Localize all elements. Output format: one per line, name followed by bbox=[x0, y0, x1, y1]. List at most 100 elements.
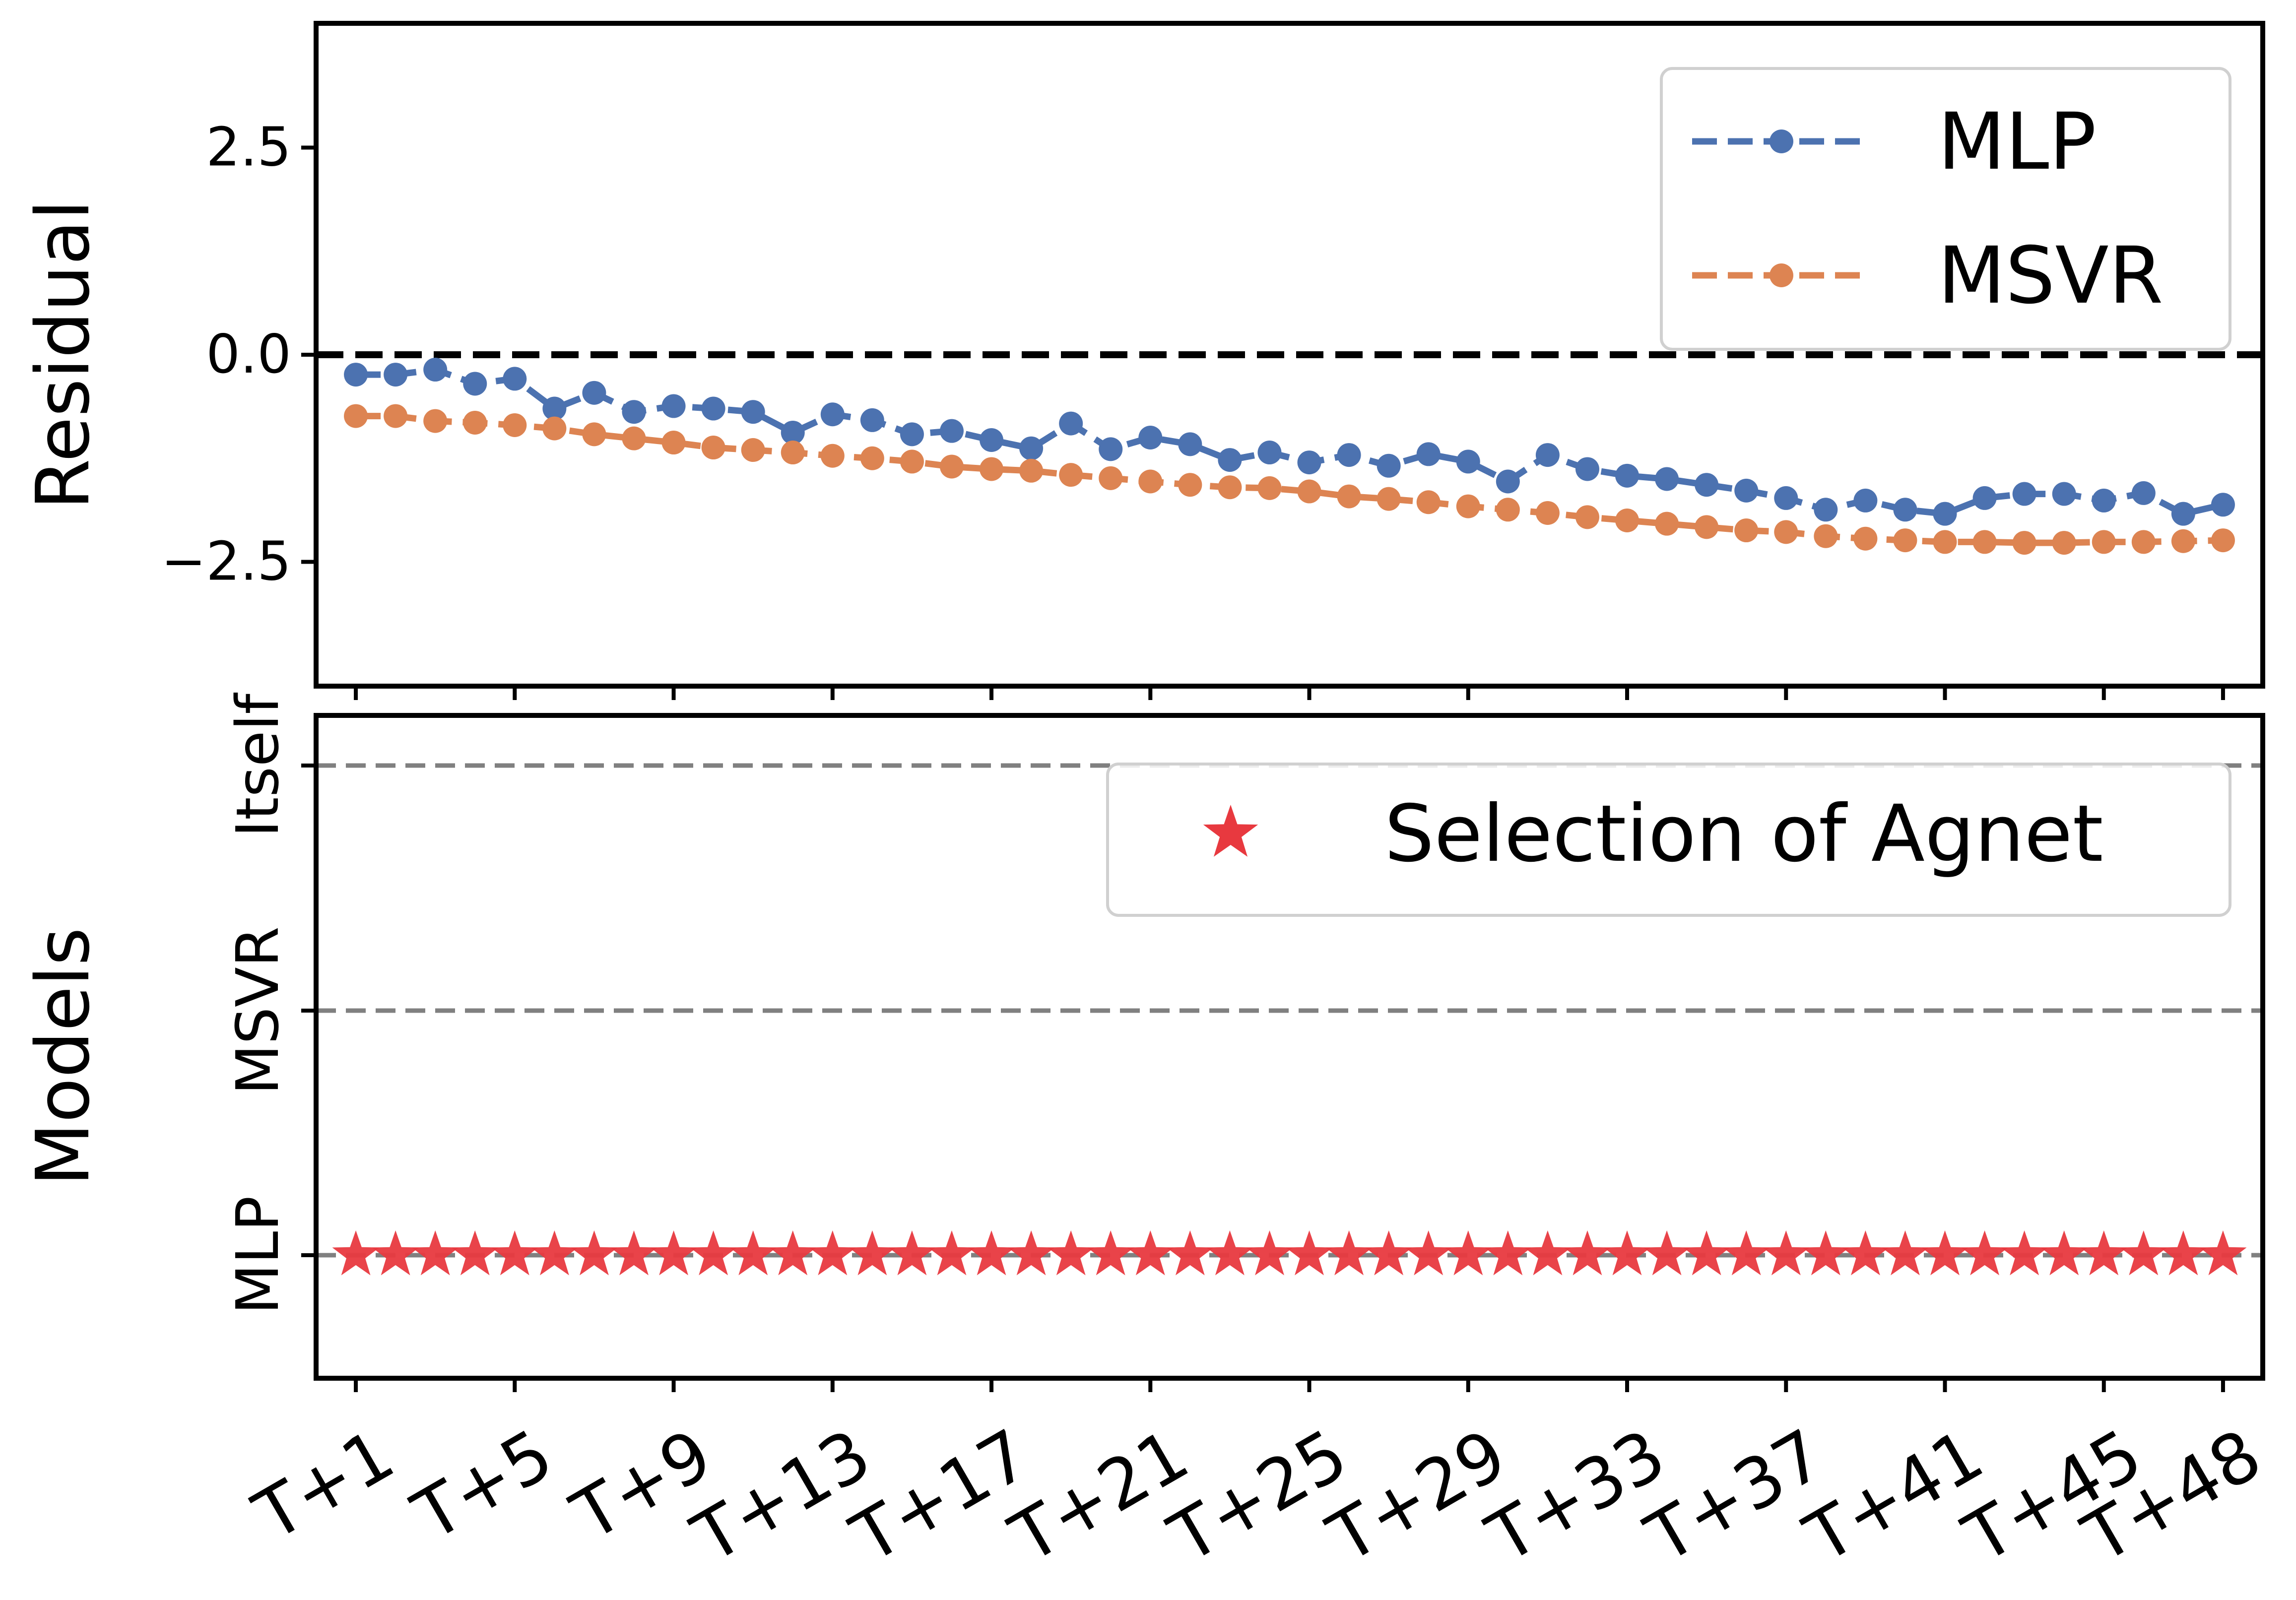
legend-box bbox=[1106, 763, 2231, 917]
data-point bbox=[1257, 441, 1282, 465]
data-point bbox=[1019, 436, 1044, 460]
y-tick-label: MLP bbox=[223, 1196, 292, 1315]
data-point bbox=[661, 431, 686, 455]
data-point bbox=[860, 408, 884, 432]
data-point bbox=[463, 410, 487, 435]
residual-x-ticks bbox=[354, 686, 2225, 700]
x-tick-label: T+1 bbox=[241, 1414, 407, 1557]
selection-star bbox=[1603, 1230, 1651, 1276]
residual-y-ticks: −2.5 0.0 2.5 bbox=[161, 117, 316, 593]
y-tick-label: MSVR bbox=[223, 926, 292, 1094]
models-plot-frame bbox=[314, 713, 2265, 1381]
selection-star bbox=[1444, 1230, 1492, 1276]
data-point bbox=[1496, 498, 1520, 522]
selection-star bbox=[729, 1230, 777, 1276]
data-point bbox=[1059, 411, 1083, 436]
data-point bbox=[1456, 449, 1480, 474]
x-tick-label: T+41 bbox=[1792, 1414, 1996, 1579]
data-point bbox=[1893, 528, 1917, 553]
data-point bbox=[2131, 530, 2156, 554]
data-point bbox=[1456, 494, 1480, 518]
data-point bbox=[2131, 481, 2156, 505]
data-point bbox=[1377, 453, 1401, 478]
data-point bbox=[1099, 466, 1123, 490]
y-tick-label: 0.0 bbox=[206, 323, 291, 385]
data-point bbox=[1337, 484, 1361, 509]
data-point bbox=[1019, 458, 1044, 483]
selection-star bbox=[1643, 1230, 1691, 1276]
data-point bbox=[384, 363, 408, 387]
selection-star bbox=[530, 1230, 578, 1276]
selection-star bbox=[2120, 1230, 2167, 1276]
selection-star bbox=[650, 1230, 698, 1276]
data-point bbox=[1099, 437, 1123, 461]
data-point bbox=[1138, 469, 1163, 494]
x-tick-label: T+5 bbox=[400, 1414, 566, 1557]
data-point bbox=[1893, 498, 1917, 522]
data-point bbox=[781, 441, 805, 465]
x-tick-label: T+33 bbox=[1474, 1414, 1678, 1579]
data-point bbox=[1734, 518, 1759, 543]
selection-star bbox=[690, 1230, 737, 1276]
x-tick-label: T+37 bbox=[1633, 1414, 1837, 1579]
selection-star bbox=[491, 1230, 538, 1276]
data-point bbox=[1615, 463, 1640, 488]
models-y-axis-label: Models bbox=[20, 927, 106, 1186]
data-point bbox=[582, 422, 606, 447]
data-point bbox=[1774, 520, 1798, 544]
data-point bbox=[1774, 486, 1798, 510]
selection-star bbox=[1007, 1230, 1055, 1276]
selection-star bbox=[2040, 1230, 2088, 1276]
selection-star bbox=[1047, 1230, 1095, 1276]
data-point bbox=[1853, 526, 1878, 551]
data-point bbox=[1297, 450, 1321, 475]
data-point bbox=[900, 449, 924, 474]
data-point bbox=[1178, 432, 1202, 456]
data-point bbox=[900, 422, 924, 447]
data-point bbox=[1535, 501, 1560, 525]
legend-marker bbox=[1203, 805, 1258, 857]
selection-star bbox=[1961, 1230, 2009, 1276]
residual-legend: MLP MSVR bbox=[1660, 67, 2231, 351]
models-y-ticks: MLP MSVR Itself bbox=[223, 693, 316, 1315]
data-point bbox=[1853, 488, 1878, 512]
x-tick-label: T+25 bbox=[1156, 1414, 1361, 1579]
data-point bbox=[2012, 531, 2036, 555]
data-point bbox=[980, 428, 1004, 452]
selection-star bbox=[1762, 1230, 1810, 1276]
residual-series-layer bbox=[344, 358, 2235, 555]
data-point bbox=[1257, 476, 1282, 500]
data-point bbox=[1615, 509, 1640, 532]
selection-star bbox=[1126, 1230, 1174, 1276]
data-point bbox=[939, 419, 964, 443]
selection-star bbox=[1564, 1230, 1611, 1276]
data-point bbox=[2211, 493, 2235, 517]
data-point bbox=[582, 381, 606, 405]
selection-star bbox=[849, 1230, 896, 1276]
data-point bbox=[1972, 486, 1997, 510]
selection-star bbox=[769, 1230, 817, 1276]
data-point bbox=[1377, 487, 1401, 511]
selection-star bbox=[1206, 1230, 1253, 1276]
data-point bbox=[1933, 530, 1957, 554]
data-point bbox=[1695, 473, 1719, 497]
data-point bbox=[344, 363, 368, 387]
selection-star bbox=[411, 1230, 459, 1276]
data-point bbox=[741, 438, 765, 462]
legend-marker bbox=[1770, 263, 1793, 287]
data-point bbox=[2092, 530, 2116, 554]
selection-star bbox=[451, 1230, 499, 1276]
x-tick-label: T+21 bbox=[997, 1414, 1202, 1579]
data-point bbox=[1655, 512, 1679, 536]
data-point bbox=[1814, 524, 1838, 548]
data-point bbox=[1059, 463, 1083, 487]
selection-star bbox=[888, 1230, 936, 1276]
data-point bbox=[463, 372, 487, 396]
data-point bbox=[622, 426, 646, 450]
legend-marker bbox=[1770, 129, 1793, 153]
selection-star bbox=[1921, 1230, 1969, 1276]
selection-star bbox=[968, 1230, 1015, 1276]
data-point bbox=[1218, 448, 1242, 472]
